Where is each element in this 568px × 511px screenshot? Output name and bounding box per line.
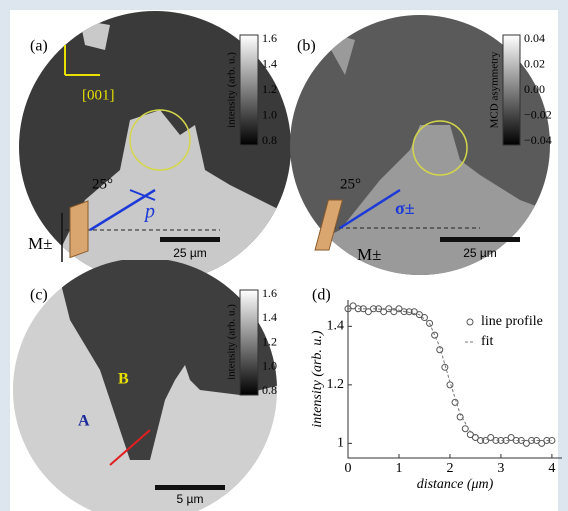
colorbar-tick-label: 1.0: [262, 107, 277, 121]
x-axis-label: distance (μm): [417, 477, 494, 492]
magnetization: M±: [28, 234, 52, 253]
y-axis-label: intensity (arb. u.): [310, 330, 325, 428]
angle: 25°: [92, 176, 113, 192]
colorbar-tick-label: 1.0: [262, 359, 277, 373]
colorbar-tick-label: −0.04: [524, 133, 552, 147]
x-tick-label: 2: [446, 461, 453, 476]
colorbar-tick-label: 0.00: [524, 82, 545, 96]
colorbar-tick-label: 1.2: [262, 334, 277, 348]
legend-label: line profile: [481, 314, 543, 329]
colorbar-tick-label: 0.02: [524, 56, 545, 70]
domain-label: B: [118, 371, 129, 388]
colorbar-label: intensity (arb. u.): [226, 304, 238, 380]
colorbar-tick-label: 1.6: [262, 31, 277, 45]
y-tick-label: 1.2: [327, 377, 345, 392]
x-tick-label: 4: [548, 461, 555, 476]
colorbar-tick-label: 1.4: [262, 310, 277, 324]
shape: [240, 35, 258, 145]
x-tick-label: 3: [497, 461, 504, 476]
panel-label: (b): [297, 38, 316, 55]
colorbar-tick-label: −0.02: [524, 107, 552, 121]
shape: [503, 35, 520, 145]
panel-label: (a): [30, 38, 48, 55]
shape: [70, 201, 88, 258]
colorbar-tick-label: 1.2: [262, 82, 277, 96]
shape: [160, 237, 220, 242]
angle: 25°: [340, 176, 361, 192]
figure: (a) [001] 25° p M± 25 µm intensity (arb.…: [0, 0, 568, 511]
magnetization: M±: [357, 245, 381, 264]
y-tick-label: 1.4: [327, 319, 345, 334]
axis-label: [001]: [82, 87, 115, 103]
scale-bar-label: 25 µm: [463, 246, 497, 260]
shape: [440, 237, 520, 242]
y-tick-label: 1: [337, 436, 344, 451]
x-tick-label: 1: [395, 461, 402, 476]
colorbar-label: MCD asymmetry: [489, 51, 501, 128]
scale-bar-label: 5 µm: [177, 492, 204, 506]
scale-bar-label: 25 µm: [173, 246, 207, 260]
colorbar-label: intensity (arb. u.): [226, 52, 238, 128]
polarization: p: [143, 201, 155, 223]
legend-label: fit: [481, 334, 494, 349]
panel-label: (c): [30, 287, 48, 304]
colorbar-tick-label: 1.6: [262, 286, 277, 300]
colorbar-tick-label: 0.8: [262, 383, 277, 397]
domain-label: A: [78, 413, 90, 430]
shape: [155, 485, 225, 490]
x-tick-label: 0: [345, 461, 352, 476]
panel-label: (d): [312, 287, 331, 304]
shape: [240, 290, 258, 395]
colorbar-tick-label: 1.4: [262, 56, 277, 70]
colorbar-tick-label: 0.8: [262, 133, 277, 147]
polarization: σ±: [395, 198, 415, 218]
colorbar-tick-label: 0.04: [524, 31, 545, 45]
